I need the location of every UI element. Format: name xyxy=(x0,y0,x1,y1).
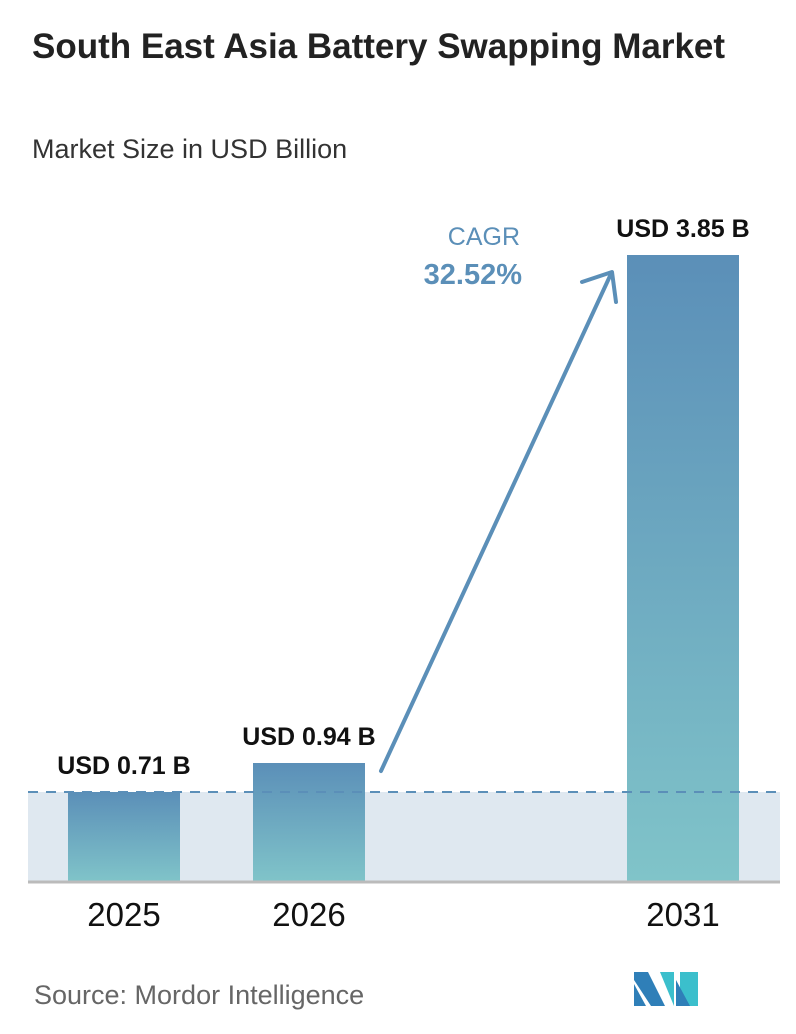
source-text: Source: Mordor Intelligence xyxy=(34,980,365,1010)
cagr-label: CAGR xyxy=(448,223,520,251)
x-tick-2031: 2031 xyxy=(646,896,719,933)
chart-subtitle: Market Size in USD Billion xyxy=(32,134,348,164)
data-label-2025: USD 0.71 B xyxy=(57,752,190,780)
cagr-value: 32.52% xyxy=(424,259,523,291)
cagr-arrow xyxy=(379,274,612,773)
data-label-2031: USD 3.85 B xyxy=(616,215,749,243)
bar-2025 xyxy=(68,792,180,882)
bar-2026 xyxy=(253,763,365,882)
data-label-2026: USD 0.94 B xyxy=(242,723,375,751)
chart-title: South East Asia Battery Swapping Market xyxy=(32,27,726,66)
bar-2031 xyxy=(627,255,739,882)
x-tick-2025: 2025 xyxy=(87,896,160,933)
arrow-head-icon xyxy=(580,270,618,304)
x-tick-2026: 2026 xyxy=(272,896,345,933)
